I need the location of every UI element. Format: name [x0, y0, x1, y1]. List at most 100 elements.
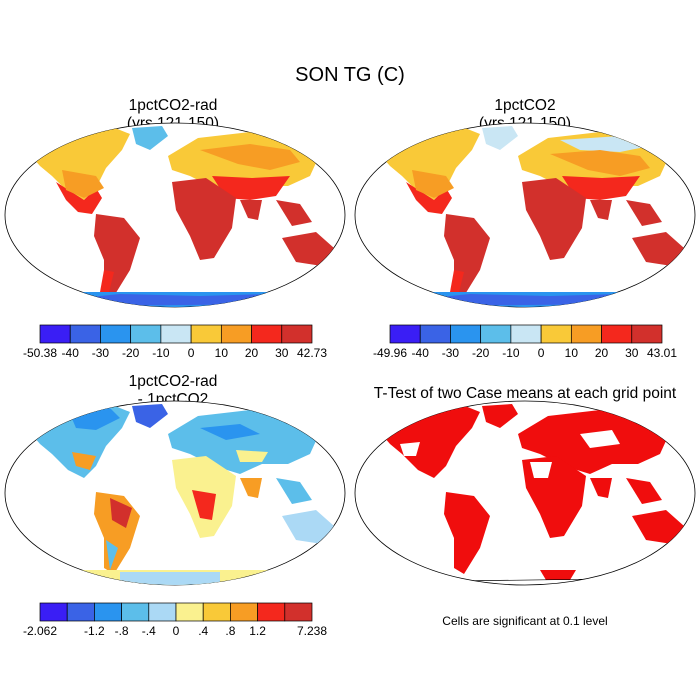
map-2-australia: [632, 232, 684, 266]
colorbar-1-swatch: [100, 324, 132, 344]
colorbar-1-swatch: [220, 324, 252, 344]
map-4-india: [590, 478, 612, 498]
map-3-central-asia: [236, 450, 268, 462]
colorbar-3-label: -2.062: [23, 624, 57, 638]
colorbar-2-label: 20: [595, 346, 609, 360]
colorbar-3-swatch: [175, 602, 204, 622]
colorbar-3-swatch: [121, 602, 150, 622]
map-3-se-asia: [276, 478, 312, 504]
colorbar-3-label: 7.238: [297, 624, 327, 638]
colorbar-2-label: -49.96: [373, 346, 407, 360]
colorbar-3-label: .8: [225, 624, 235, 638]
colorbar-2-label: -40: [412, 346, 430, 360]
map-panel-4: [354, 400, 696, 586]
map-4-greenland: [482, 404, 518, 428]
map-2-patagonia: [450, 270, 464, 296]
colorbar-panel-2: -49.96 -40 -30 -20 -10 0 10 20 30 43.01: [373, 324, 677, 360]
colorbar-2-swatch: [389, 324, 421, 344]
map-3-us-hot: [72, 452, 96, 470]
colorbar-1-swatch: [160, 324, 192, 344]
map-1-greenland: [132, 126, 168, 150]
map-panel-2: [354, 122, 696, 308]
colorbar-2-label: 10: [565, 346, 579, 360]
colorbar-2-swatch: [540, 324, 572, 344]
colorbar-3-swatch: [257, 602, 286, 622]
colorbar-2-label: -10: [502, 346, 520, 360]
colorbar-1-label: -20: [122, 346, 140, 360]
colorbar-1-swatch: [130, 324, 162, 344]
colorbar-1-swatch: [281, 324, 313, 344]
figure-title: SON TG (C): [295, 64, 405, 86]
map-4-antarctica-patch: [540, 570, 576, 580]
colorbar-1-label: 0: [188, 346, 195, 360]
colorbar-3-swatch: [94, 602, 122, 622]
map-3-russia: [200, 424, 260, 440]
colorbar-3-swatch: [148, 602, 177, 622]
map-3-patagonia: [106, 540, 118, 570]
colorbar-1-label: 20: [245, 346, 259, 360]
colorbar-2-swatch: [601, 324, 633, 344]
colorbar-3-label: .4: [198, 624, 208, 638]
colorbar-2-swatch: [570, 324, 602, 344]
colorbar-3-swatch: [66, 602, 95, 622]
colorbar-2-label: 43.01: [647, 346, 677, 360]
colorbar-2-swatch: [510, 324, 542, 344]
significance-note: Cells are significant at 0.1 level: [442, 614, 608, 628]
colorbar-1-label: -50.38: [23, 346, 57, 360]
map-1-africa: [172, 178, 236, 260]
map-4-australia: [632, 510, 684, 544]
map-2-se-asia: [626, 200, 662, 226]
colorbar-3-swatch: [202, 602, 231, 622]
map-4-eurasia-gap: [580, 430, 620, 448]
colorbar-1-label: -10: [152, 346, 170, 360]
map-1-india: [240, 200, 262, 220]
map-4-se-asia: [626, 478, 662, 504]
colorbar-3-swatch: [284, 602, 313, 622]
panel-2-title-line1: 1pctCO2: [494, 97, 556, 114]
map-3-amazon: [110, 498, 132, 528]
colorbar-3-label: -.4: [142, 624, 156, 638]
colorbar-3-swatch: [39, 602, 68, 622]
colorbar-1-label: 30: [275, 346, 289, 360]
map-2-us-south: [412, 170, 454, 198]
map-panel-1: [4, 122, 346, 308]
colorbar-2-label: 30: [625, 346, 639, 360]
colorbar-1-label: -30: [92, 346, 110, 360]
map-1-us-south: [62, 170, 104, 198]
colorbar-panel-1: -50.38 -40 -30 -20 -10 0 10 20 30 42.73: [23, 324, 327, 360]
map-3-greenland: [132, 404, 168, 428]
colorbar-3-swatch: [230, 602, 258, 622]
map-4-na-gap: [400, 442, 420, 456]
colorbar-panel-3: -2.062 -1.2 -.8 -.4 0 .4 .8 1.2 7.238: [23, 602, 327, 638]
colorbar-3-label: 0: [173, 624, 180, 638]
map-1-asia-south: [212, 176, 290, 200]
map-3-india: [240, 478, 262, 498]
map-3-australia: [282, 510, 334, 544]
map-1-se-asia: [276, 200, 312, 226]
colorbar-1-swatch: [39, 324, 71, 344]
map-2-siberia: [550, 150, 650, 176]
panel-1-title-line1: 1pctCO2-rad: [128, 97, 218, 114]
colorbar-1-swatch: [69, 324, 101, 344]
colorbar-1-swatch: [190, 324, 222, 344]
map-2-asia-south: [562, 176, 640, 200]
map-2-africa: [522, 178, 586, 260]
colorbar-3-label: 1.2: [249, 624, 266, 638]
map-4-south-america: [444, 492, 490, 574]
colorbar-2-label: -30: [442, 346, 460, 360]
colorbar-1-label: 42.73: [297, 346, 327, 360]
map-1-patagonia: [100, 270, 114, 296]
map-2-greenland: [482, 126, 518, 150]
colorbar-3-label: -1.2: [84, 624, 105, 638]
map-1-siberia: [200, 144, 300, 170]
panel-3-title-line1: 1pctCO2-rad: [128, 373, 218, 390]
map-3-antarctica-east: [120, 572, 220, 585]
map-3-central-africa: [192, 490, 216, 520]
colorbar-3-label: -.8: [115, 624, 129, 638]
colorbar-2-swatch: [631, 324, 663, 344]
colorbar-2-swatch: [480, 324, 512, 344]
map-2-india: [590, 200, 612, 220]
colorbar-2-label: 0: [538, 346, 545, 360]
colorbar-1-label: -40: [62, 346, 80, 360]
